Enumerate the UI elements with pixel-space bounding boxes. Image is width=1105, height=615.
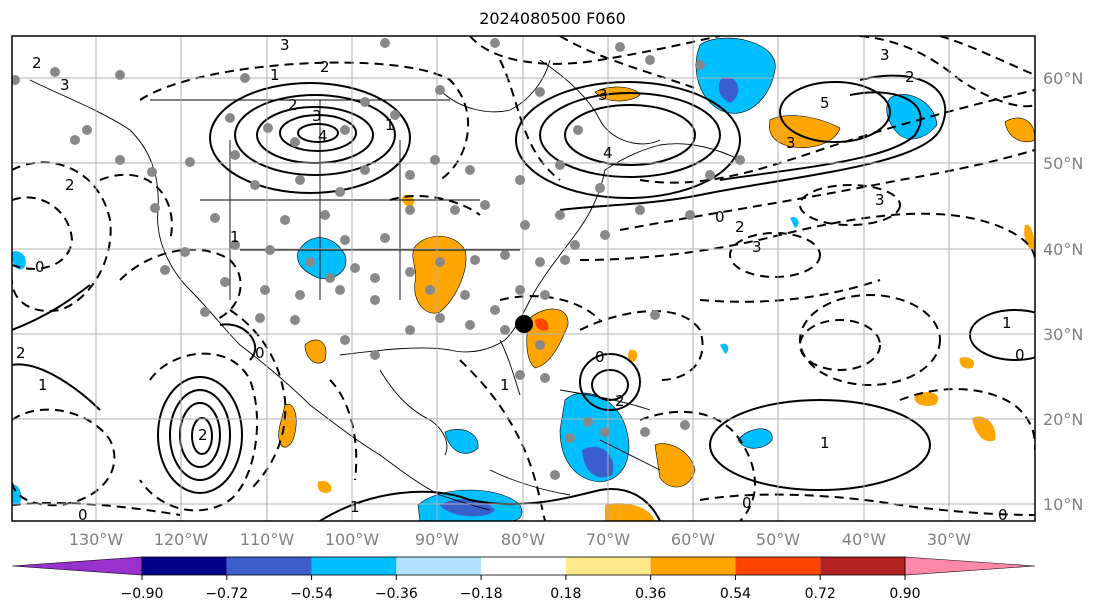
colorbar-tick-label: −0.54 (290, 586, 333, 602)
lon-label: 30°W (927, 530, 971, 549)
svg-text:2: 2 (615, 392, 625, 410)
svg-text:0: 0 (998, 506, 1008, 524)
lon-label: 130°W (69, 530, 124, 549)
colorbar-tick-label: 0.72 (805, 586, 836, 602)
coastlines (29, 59, 741, 511)
lon-label: 90°W (415, 530, 459, 549)
longitude-labels: 130°W 120°W 110°W 100°W 90°W 80°W 70°W 6… (69, 530, 971, 549)
svg-text:2: 2 (198, 426, 208, 444)
svg-text:1: 1 (350, 498, 360, 516)
station-markers (12, 38, 745, 480)
lon-label: 100°W (325, 530, 380, 549)
colorbar-tick-label: −0.36 (375, 586, 418, 602)
svg-text:1: 1 (385, 116, 395, 134)
svg-text:2: 2 (320, 58, 330, 76)
svg-text:3: 3 (880, 46, 890, 64)
svg-text:2: 2 (905, 68, 915, 86)
colorbar: −0.90 −0.72 −0.54 −0.36 −0.18 0.18 0.36 0.54 0.7… (11, 556, 1036, 602)
colorbar-segment (650, 557, 736, 575)
lat-label: 10°N (1043, 495, 1083, 514)
colorbar-tick-label: 0.18 (550, 586, 581, 602)
colorbar-segment (311, 557, 397, 575)
svg-text:0: 0 (78, 506, 88, 524)
svg-text:1: 1 (1002, 314, 1012, 332)
lat-label: 20°N (1043, 410, 1083, 429)
svg-text:1: 1 (230, 228, 240, 246)
colorbar-segment (481, 557, 566, 575)
svg-text:2: 2 (32, 54, 42, 72)
lon-label: 120°W (154, 530, 209, 549)
colorbar-tick-label: −0.72 (205, 586, 248, 602)
lon-label: 50°W (756, 530, 800, 549)
gridlines (12, 36, 1035, 521)
lon-label: 70°W (586, 530, 630, 549)
colorbar-tick-label: −0.18 (460, 586, 503, 602)
svg-text:2: 2 (16, 344, 26, 362)
lat-label: 40°N (1043, 240, 1083, 259)
lat-label: 60°N (1043, 69, 1083, 88)
colorbar-outline (141, 556, 906, 576)
svg-text:0: 0 (595, 348, 605, 366)
map-frame (11, 35, 1036, 522)
colorbar-extend-high (904, 556, 1036, 576)
svg-text:3: 3 (875, 191, 885, 209)
svg-text:0: 0 (742, 494, 752, 512)
colorbar-extend-low (11, 556, 143, 576)
svg-text:3: 3 (752, 238, 762, 256)
latitude-labels: 60°N 50°N 40°N 30°N 20°N 10°N (1043, 69, 1083, 514)
lon-label: 60°W (671, 530, 715, 549)
colorbar-segment (226, 557, 312, 575)
svg-text:5: 5 (820, 94, 830, 112)
svg-text:0: 0 (255, 344, 265, 362)
colorbar-tick-label: 0.36 (635, 586, 666, 602)
svg-text:2: 2 (288, 96, 298, 114)
colorbar-tick-label: 0.90 (889, 586, 920, 602)
colorbar-segment (820, 557, 905, 575)
negative-anomaly-fill (12, 37, 938, 521)
lon-label: 40°W (842, 530, 886, 549)
colorbar-segment (735, 557, 821, 575)
svg-text:1: 1 (270, 66, 280, 84)
colorbar-tick-label: −0.90 (121, 586, 164, 602)
location-marker (515, 315, 533, 333)
plot-title: 2024080500 F060 (479, 9, 626, 28)
svg-text:4: 4 (318, 127, 328, 145)
svg-text:1: 1 (38, 376, 48, 394)
svg-text:3: 3 (786, 134, 796, 152)
lon-label: 110°W (240, 530, 295, 549)
svg-text:0: 0 (35, 258, 45, 276)
svg-text:3: 3 (60, 76, 70, 94)
colorbar-segment (565, 557, 651, 575)
positive-anomaly-fill (278, 86, 1035, 521)
svg-text:2: 2 (735, 218, 745, 236)
solid-contours (12, 74, 1035, 521)
svg-text:3: 3 (280, 36, 290, 54)
contour-labels: 3 2 1 2 3 4 3 2 1 4 3 5 3 2 0 3 2 3 3 2 … (16, 36, 1025, 524)
colorbar-segment (396, 557, 482, 575)
lat-label: 50°N (1043, 154, 1083, 173)
svg-text:0: 0 (715, 208, 725, 226)
colorbar-tick-label: 0.54 (720, 586, 751, 602)
svg-text:2: 2 (65, 176, 75, 194)
svg-text:1: 1 (820, 434, 830, 452)
svg-text:3: 3 (598, 86, 608, 104)
svg-text:1: 1 (500, 376, 510, 394)
svg-text:4: 4 (603, 144, 613, 162)
svg-text:3: 3 (312, 107, 322, 125)
colorbar-segment (142, 557, 227, 575)
svg-text:0: 0 (1015, 346, 1025, 364)
lat-label: 30°N (1043, 325, 1083, 344)
lon-label: 80°W (501, 530, 545, 549)
